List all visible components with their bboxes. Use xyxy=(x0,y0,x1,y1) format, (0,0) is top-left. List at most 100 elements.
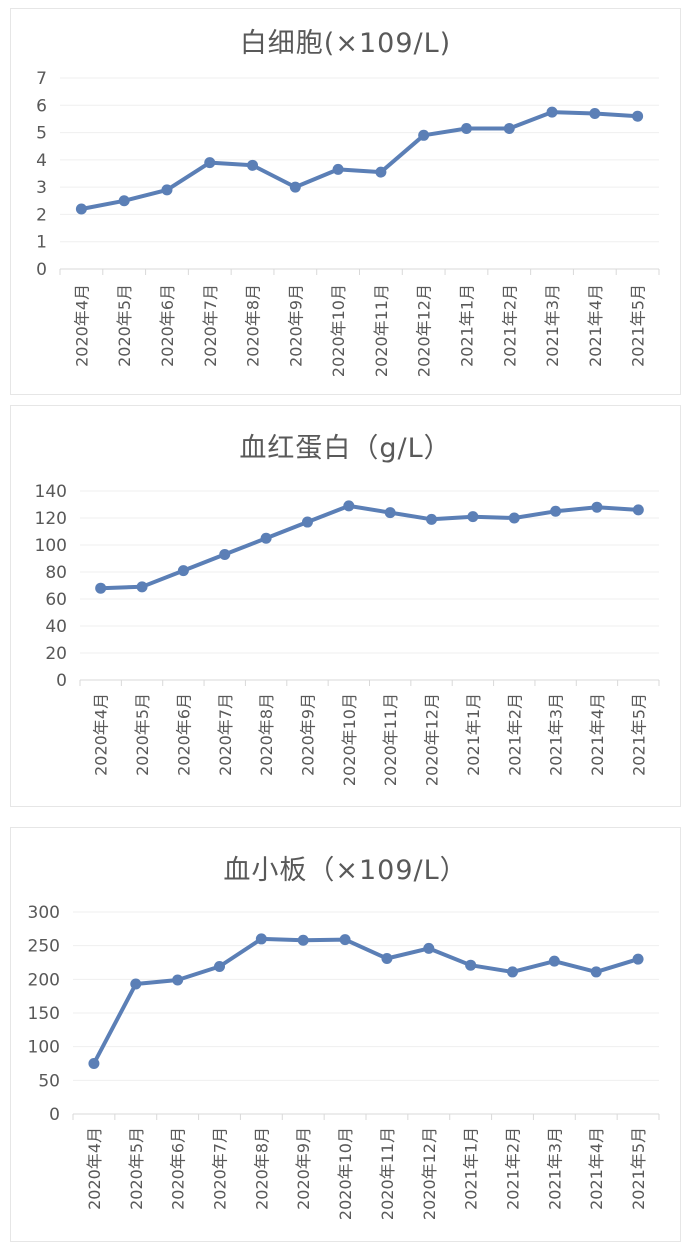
hemoglobin-x-category-label: 2020年5月 xyxy=(133,693,152,776)
wbc-chart-panel: 白细胞(×109/L) 0 1 2 3 4 5 6 7 2020年4月 2020年5月 2020年6… xyxy=(10,8,681,395)
wbc-data-point xyxy=(418,129,430,141)
platelet-data-point xyxy=(255,933,267,945)
wbc-y-tick-label: 1 xyxy=(36,233,47,253)
wbc-y-tick-label: 0 xyxy=(36,260,47,280)
platelet-x-category-label: 2021年1月 xyxy=(462,1127,481,1210)
wbc-data-point xyxy=(460,122,472,134)
hemoglobin-x-category-label: 2020年12月 xyxy=(423,693,442,786)
wbc-x-category-label: 2020年10月 xyxy=(329,284,348,377)
platelet-data-point xyxy=(507,966,518,978)
wbc-x-category-label: 2020年4月 xyxy=(72,284,91,367)
hemoglobin-x-category-label: 2020年11月 xyxy=(381,693,400,786)
hemoglobin-data-point xyxy=(426,513,438,525)
wbc-series-line xyxy=(79,110,640,211)
platelet-data-point xyxy=(88,1058,100,1069)
hemoglobin-x-category-label: 2021年5月 xyxy=(629,693,648,776)
wbc-data-point xyxy=(289,181,301,193)
hemoglobin-y-tick-label: 0 xyxy=(56,671,67,691)
wbc-x-category-label: 2021年5月 xyxy=(629,284,648,367)
platelet-data-point xyxy=(423,942,435,954)
wbc-data-point xyxy=(247,159,259,171)
wbc-data-point xyxy=(161,184,173,196)
hemoglobin-data-point xyxy=(343,500,355,512)
hemoglobin-data-point xyxy=(260,532,272,544)
hemoglobin-x-category-label: 2020年10月 xyxy=(340,693,359,786)
platelet-data-point xyxy=(214,961,225,973)
hemoglobin-data-point xyxy=(177,565,189,577)
hemoglobin-data-point xyxy=(508,512,520,524)
wbc-data-point xyxy=(589,107,601,119)
hemoglobin-data-point xyxy=(632,504,644,516)
platelet-chart-title: 血小板（×109/L） xyxy=(223,855,468,886)
platelet-data-point xyxy=(465,959,477,971)
hemoglobin-data-point xyxy=(467,511,479,523)
platelet-x-category-label: 2020年9月 xyxy=(294,1127,313,1210)
hemoglobin-y-tick-label: 40 xyxy=(45,617,67,637)
wbc-x-category-label: 2020年11月 xyxy=(372,284,391,377)
wbc-data-point xyxy=(118,195,130,207)
platelet-x-category-label: 2020年4月 xyxy=(85,1127,104,1210)
hemoglobin-y-tick-label: 80 xyxy=(45,563,67,583)
hemoglobin-y-tick-label: 100 xyxy=(35,536,67,556)
hemoglobin-x-category-label: 2020年7月 xyxy=(216,693,235,776)
hemoglobin-y-tick-label: 60 xyxy=(45,590,67,610)
hemoglobin-data-point xyxy=(591,501,603,513)
hemoglobin-y-tick-label: 120 xyxy=(35,509,67,529)
wbc-y-tick-label: 4 xyxy=(36,151,47,171)
hemoglobin-x-category-label: 2021年2月 xyxy=(505,693,524,776)
platelet-data-point xyxy=(339,934,351,946)
platelet-data-point xyxy=(172,974,184,986)
platelet-y-tick-label: 50 xyxy=(38,1071,60,1091)
platelet-x-category-label: 2020年5月 xyxy=(127,1127,146,1210)
platelet-data-point xyxy=(590,966,602,978)
wbc-data-point xyxy=(204,157,216,169)
hemoglobin-data-point xyxy=(136,581,148,593)
wbc-x-category-label: 2021年4月 xyxy=(586,284,605,367)
hemoglobin-x-category-label: 2020年6月 xyxy=(174,693,193,776)
hemoglobin-x-category-label: 2021年1月 xyxy=(464,693,483,776)
wbc-y-tick-label: 7 xyxy=(36,69,47,89)
wbc-data-point xyxy=(375,166,387,178)
wbc-data-point xyxy=(503,122,515,134)
hemoglobin-data-point xyxy=(301,516,313,528)
wbc-x-category-label: 2021年1月 xyxy=(457,284,476,367)
wbc-chart-title: 白细胞(×109/L) xyxy=(239,28,452,59)
platelet-y-tick-label: 0 xyxy=(49,1105,60,1125)
platelet-x-category-label: 2020年7月 xyxy=(211,1127,230,1210)
wbc-x-category-label: 2020年12月 xyxy=(415,284,434,377)
platelet-x-category-label: 2021年5月 xyxy=(629,1127,648,1210)
platelet-x-category-label: 2021年2月 xyxy=(504,1127,523,1210)
hemoglobin-y-tick-label: 20 xyxy=(45,644,67,664)
platelet-x-category-label: 2020年8月 xyxy=(252,1127,271,1210)
platelet-y-tick-label: 200 xyxy=(28,970,60,990)
wbc-x-category-label: 2021年3月 xyxy=(543,284,562,367)
hemoglobin-x-category-label: 2020年8月 xyxy=(257,693,276,776)
wbc-x-category-label: 2020年8月 xyxy=(244,284,263,367)
hemoglobin-x-category-label: 2020年4月 xyxy=(92,693,111,776)
wbc-x-category-label: 2021年2月 xyxy=(500,284,519,367)
platelet-x-category-label: 2020年11月 xyxy=(378,1127,397,1220)
wbc-data-point xyxy=(632,110,644,122)
platelet-y-tick-label: 150 xyxy=(28,1004,60,1024)
wbc-x-category-label: 2020年6月 xyxy=(158,284,177,367)
wbc-x-category-label: 2020年7月 xyxy=(201,284,220,367)
hemoglobin-chart-panel: 血红蛋白（g/L） 0 20 40 60 80 100 120 140 2020年4月 2020年… xyxy=(10,405,681,807)
platelet-y-tick-label: 250 xyxy=(28,937,60,957)
platelet-y-tick-label: 100 xyxy=(28,1038,60,1058)
platelet-x-category-label: 2020年6月 xyxy=(169,1127,188,1210)
hemoglobin-series-line xyxy=(98,503,641,591)
platelet-data-point xyxy=(632,953,644,965)
platelet-x-category-label: 2020年10月 xyxy=(336,1127,355,1220)
wbc-x-category-label: 2020年9月 xyxy=(286,284,305,367)
platelet-data-point xyxy=(297,934,309,946)
platelet-data-point xyxy=(130,978,142,990)
platelet-x-category-label: 2020年12月 xyxy=(420,1127,439,1220)
hemoglobin-y-tick-label: 140 xyxy=(35,482,67,502)
platelet-x-category-label: 2021年4月 xyxy=(587,1127,606,1210)
platelet-series-line xyxy=(91,936,641,1066)
hemoglobin-chart-title: 血红蛋白（g/L） xyxy=(239,433,452,464)
hemoglobin-x-category-label: 2020年9月 xyxy=(298,693,317,776)
wbc-y-tick-label: 5 xyxy=(36,124,47,144)
wbc-y-tick-label: 2 xyxy=(36,205,47,225)
hemoglobin-data-point xyxy=(550,505,562,517)
